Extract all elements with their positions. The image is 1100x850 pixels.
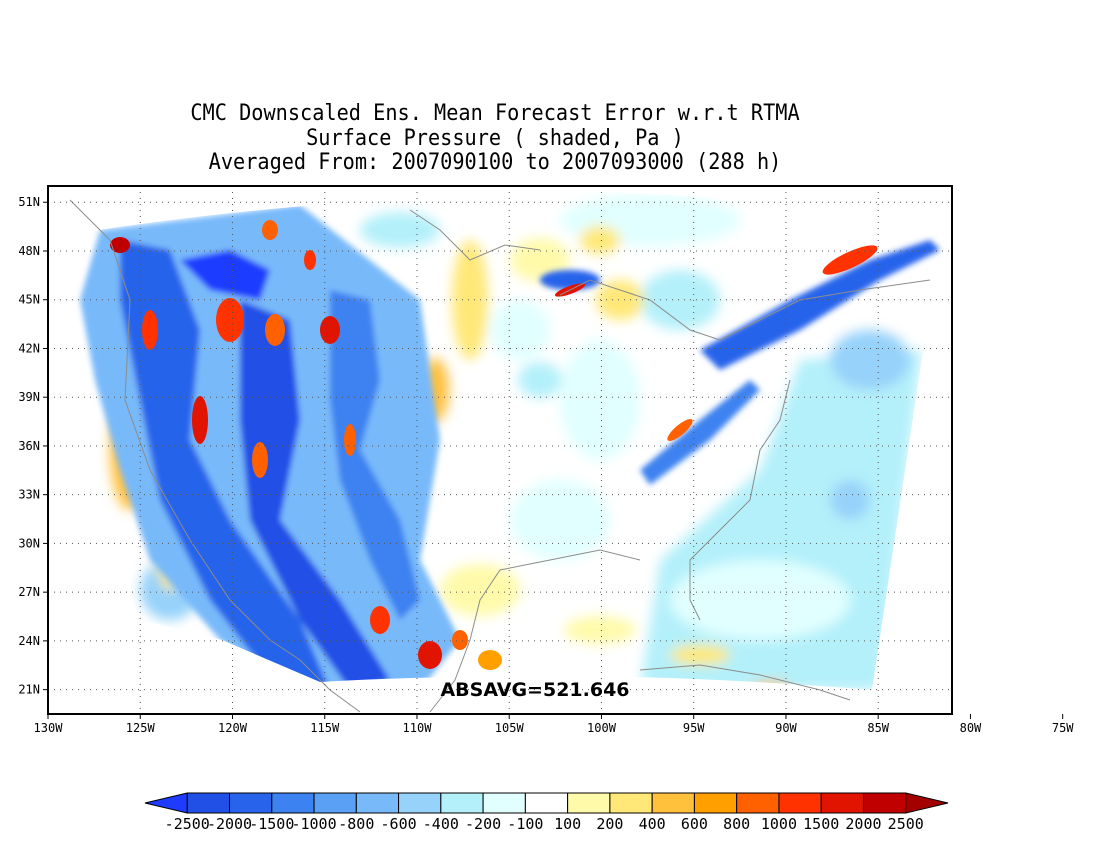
lat-tick-label: 45N xyxy=(18,293,40,307)
lon-tick-label: 110W xyxy=(403,721,433,735)
colorbar-swatch xyxy=(271,792,315,814)
colorbar-swatch xyxy=(355,792,400,814)
coastlines xyxy=(69,199,931,713)
colorbar-label: 200 xyxy=(596,815,623,833)
lat-lon-grid xyxy=(48,186,952,714)
colorbar-label: -200 xyxy=(465,815,501,833)
lon-tick-label: 105W xyxy=(495,721,525,735)
colorbar-swatch xyxy=(609,792,653,814)
colorbar-label: 1500 xyxy=(803,815,839,833)
shaded-field xyxy=(48,192,950,690)
lon-tick-label: 75W xyxy=(1052,721,1074,735)
colorbar-label: -1000 xyxy=(291,815,336,833)
colorbar-arrow-high xyxy=(905,792,949,814)
lat-tick-label: 27N xyxy=(18,585,40,599)
lon-tick-label: 120W xyxy=(218,721,248,735)
colorbar-label: 2000 xyxy=(845,815,881,833)
lon-tick-label: 80W xyxy=(960,721,982,735)
colorbar-swatch xyxy=(186,792,231,814)
lat-tick-label: 51N xyxy=(18,195,40,209)
colorbar-swatch xyxy=(524,792,569,814)
colorbar-label: -400 xyxy=(423,815,459,833)
colorbar-label: -2000 xyxy=(207,815,252,833)
title-line-1: CMC Downscaled Ens. Mean Forecast Error … xyxy=(190,101,800,126)
colorbar-label: 1000 xyxy=(761,815,797,833)
colorbar-label: 600 xyxy=(681,815,708,833)
lon-tick-label: 115W xyxy=(310,721,340,735)
colorbar-label: -100 xyxy=(507,815,543,833)
lat-tick-label: 42N xyxy=(18,341,40,355)
axis-ticks: 130W 125W 120W 115W 110W 105W 100W 95W 90W 85W 80W… xyxy=(18,195,1074,735)
absavg-annotation: ABSAVG=521.646 xyxy=(440,679,629,701)
lon-tick-label: 90W xyxy=(775,721,797,735)
lat-tick-label: 24N xyxy=(18,634,40,648)
title-line-3: Averaged From: 2007090100 to 2007093000 … xyxy=(208,150,782,175)
lat-tick-label: 36N xyxy=(18,439,40,453)
colorbar: -2500-2000-1500-1000 -800 -600 -400 -200 -100… xyxy=(144,792,949,833)
lat-tick-label: 48N xyxy=(18,244,40,258)
colorbar-swatch xyxy=(313,792,357,814)
lon-tick-label: 100W xyxy=(587,721,617,735)
lon-tick-label: 125W xyxy=(126,721,156,735)
colorbar-swatch xyxy=(862,792,907,814)
colorbar-label: -800 xyxy=(338,815,374,833)
colorbar-swatch xyxy=(398,792,442,814)
map-frame xyxy=(47,185,953,715)
title-line-2: Surface Pressure ( shaded, Pa ) xyxy=(306,126,684,151)
lon-tick-label: 130W xyxy=(34,721,64,735)
lon-tick-label: 95W xyxy=(683,721,705,735)
colorbar-swatch xyxy=(440,792,484,814)
colorbar-swatch xyxy=(482,792,526,814)
colorbar-label: 100 xyxy=(554,815,581,833)
lat-tick-label: 30N xyxy=(18,536,40,550)
colorbar-label: -1500 xyxy=(249,815,294,833)
colorbar-label: 400 xyxy=(639,815,666,833)
colorbar-swatch xyxy=(820,792,864,814)
lat-tick-label: 39N xyxy=(18,390,40,404)
colorbar-label: 2500 xyxy=(888,815,924,833)
lon-tick-label: 85W xyxy=(867,721,889,735)
colorbar-arrow-low xyxy=(144,792,188,814)
lat-tick-label: 21N xyxy=(18,683,40,697)
lat-tick-label: 33N xyxy=(18,488,40,502)
colorbar-swatch xyxy=(651,792,695,814)
colorbar-swatch xyxy=(736,792,780,814)
colorbar-label: -600 xyxy=(381,815,417,833)
colorbar-swatch xyxy=(229,792,273,814)
colorbar-label: -2500 xyxy=(165,815,210,833)
colorbar-swatch xyxy=(693,792,738,814)
colorbar-label: 800 xyxy=(723,815,750,833)
colorbar-swatch xyxy=(567,792,611,814)
colorbar-swatch xyxy=(778,792,822,814)
